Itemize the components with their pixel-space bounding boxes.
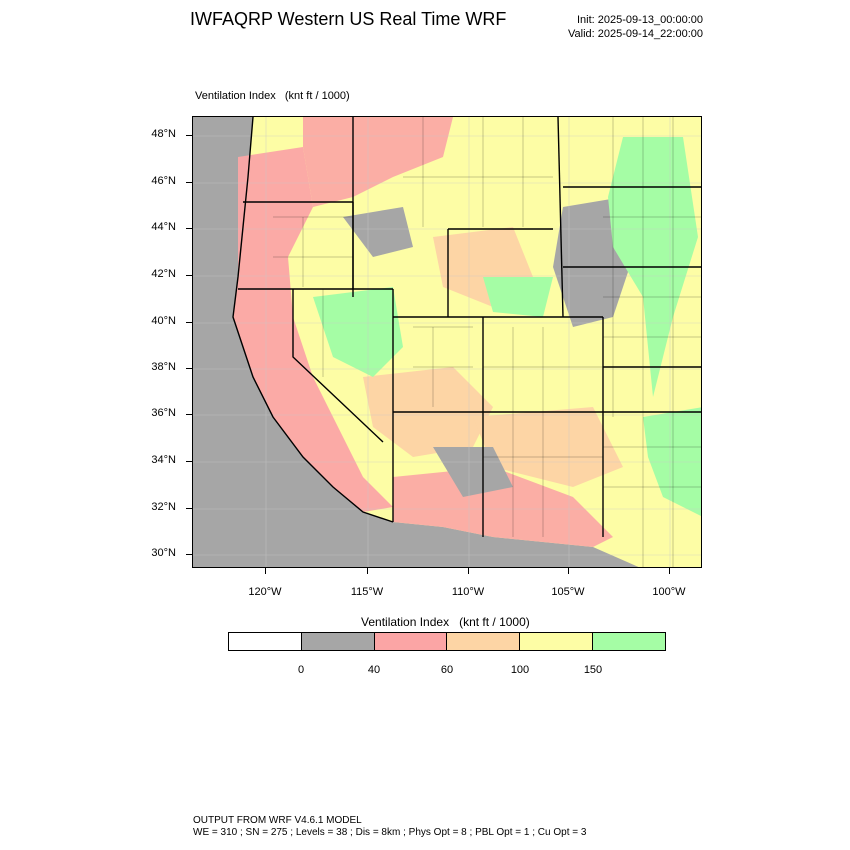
map-canvas: [193, 117, 701, 567]
colorbar-swatch: [301, 633, 375, 650]
lat-tick: [186, 228, 192, 229]
lon-tick: [468, 568, 469, 574]
lat-tick: [186, 414, 192, 415]
lat-label: 32°N: [151, 501, 176, 513]
county-lines: [273, 117, 701, 567]
colorbar-swatch: [229, 633, 302, 650]
lat-label: 40°N: [151, 315, 176, 327]
state-boundaries: [232, 117, 701, 537]
lat-tick: [186, 554, 192, 555]
pink-zone-south: [393, 467, 613, 547]
colorbar-swatch: [447, 633, 521, 650]
lat-tick: [186, 322, 192, 323]
colorbar-swatch: [520, 633, 594, 650]
lat-tick: [186, 461, 192, 462]
lat-label: 38°N: [151, 361, 176, 373]
lon-label: 100°W: [652, 586, 686, 598]
lon-label: 110°W: [451, 586, 485, 598]
lat-tick: [186, 135, 192, 136]
init-time: Init: 2025-09-13_00:00:00: [577, 14, 703, 26]
pink-zone-west: [233, 147, 393, 512]
footer-model-line: OUTPUT FROM WRF V4.6.1 MODEL: [193, 815, 362, 826]
colorbar-label: 150: [583, 664, 603, 676]
colorbar-title: Ventilation Index (knt ft / 1000): [361, 615, 530, 629]
map-panel[interactable]: [192, 116, 702, 568]
lat-tick: [186, 275, 192, 276]
footer-config-line: WE = 310 ; SN = 275 ; Levels = 38 ; Dis …: [193, 827, 587, 838]
lon-tick: [669, 568, 670, 574]
valid-time: Valid: 2025-09-14_22:00:00: [568, 28, 703, 40]
lon-label: 105°W: [551, 586, 585, 598]
lat-label: 36°N: [151, 407, 176, 419]
colorbar-label: 60: [440, 664, 454, 676]
lat-label: 34°N: [151, 454, 176, 466]
lon-tick: [568, 568, 569, 574]
orange-zone-2: [473, 407, 623, 487]
lat-tick: [186, 368, 192, 369]
lat-label: 42°N: [151, 268, 176, 280]
map-field-label: Ventilation Index (knt ft / 1000): [195, 90, 350, 102]
colorbar-swatch: [593, 633, 665, 650]
lat-tick: [186, 182, 192, 183]
lat-label: 30°N: [151, 547, 176, 559]
gray-zone-north: [343, 207, 413, 257]
lon-tick: [367, 568, 368, 574]
green-zone-nevada: [313, 287, 403, 377]
lon-label: 115°W: [350, 586, 384, 598]
lat-label: 48°N: [151, 128, 176, 140]
colorbar-label: 40: [367, 664, 381, 676]
colorbar: [228, 632, 666, 651]
colorbar-swatch: [374, 633, 448, 650]
lon-label: 120°W: [248, 586, 282, 598]
page-title: IWFAQRP Western US Real Time WRF: [190, 9, 507, 29]
lat-label: 46°N: [151, 175, 176, 187]
lat-label: 44°N: [151, 221, 176, 233]
colorbar-label: 100: [510, 664, 530, 676]
green-zone-southeast: [643, 407, 701, 516]
green-zone-wyoming: [483, 277, 553, 317]
lat-tick: [186, 508, 192, 509]
colorbar-label: 0: [297, 664, 305, 676]
gray-zone-sw: [433, 447, 513, 497]
pink-zone-north: [303, 117, 453, 207]
lon-tick: [265, 568, 266, 574]
